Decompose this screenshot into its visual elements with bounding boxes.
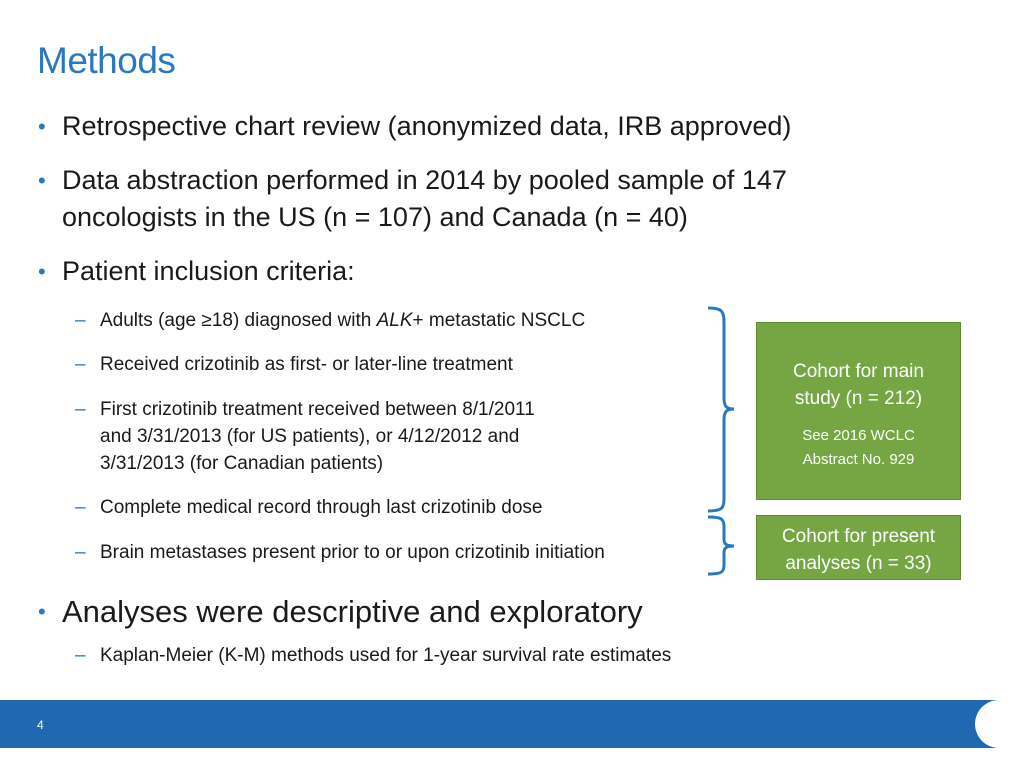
brace-main	[707, 306, 735, 513]
cohort-main-note2: Abstract No. 929	[802, 451, 915, 468]
analysis-text: Kaplan-Meier (K-M) methods used for 1-ye…	[100, 645, 672, 666]
brace-present	[707, 515, 735, 576]
bullet-dot: •	[38, 259, 46, 284]
cohort-main-line1: Cohort for main	[793, 361, 924, 382]
dash-marker: –	[75, 399, 86, 420]
criterion-text: Complete medical record through last cri…	[100, 497, 543, 518]
slide-title: Methods	[37, 40, 176, 81]
criterion-text-line3: 3/31/2013 (for Canadian patients)	[100, 453, 384, 474]
brace-connectors	[707, 306, 735, 576]
footer-curve-decoration	[975, 700, 1024, 748]
criterion-text: Adults (age ≥18) diagnosed with ALK+ met…	[100, 307, 585, 334]
bullet-text: Retrospective chart review (anonymized d…	[62, 111, 792, 141]
footer-bar	[0, 700, 1024, 748]
bullet-dot: •	[38, 114, 46, 139]
bullet-dot: •	[38, 168, 46, 193]
dash-marker: –	[75, 645, 86, 666]
dash-marker: –	[75, 497, 86, 518]
cohort-present-line1: Cohort for present	[781, 526, 936, 547]
cohort-present-box: Cohort for present analyses (n = 33)	[756, 515, 961, 580]
cohort-main-note1: See 2016 WCLC	[802, 427, 915, 444]
alk-italic: ALK	[376, 310, 413, 331]
criterion-text-suffix: + metastatic NSCLC	[412, 310, 586, 331]
bullet-text: Analyses were descriptive and explorator…	[62, 594, 643, 629]
bullet-text-line2: oncologists in the US (n = 107) and Cana…	[62, 202, 688, 232]
bullet-text: Patient inclusion criteria:	[62, 256, 355, 286]
criterion-text-line2: and 3/31/2013 (for US patients), or 4/12…	[100, 426, 520, 447]
criterion-text: Received crizotinib as first- or later-l…	[100, 354, 513, 375]
bullet-dot: •	[38, 599, 46, 624]
cohort-present-line2: analyses (n = 33)	[785, 553, 932, 574]
criterion-text-line1: First crizotinib treatment received betw…	[100, 399, 535, 420]
page-number: 4	[37, 718, 44, 732]
criterion-text: Brain metastases present prior to or upo…	[100, 542, 605, 563]
cohort-main-line2: study (n = 212)	[794, 388, 923, 409]
criterion-text-prefix: Adults (age ≥18) diagnosed with	[100, 310, 377, 331]
dash-marker: –	[75, 354, 86, 375]
bullet-text-line1: Data abstraction performed in 2014 by po…	[62, 165, 787, 195]
cohort-main-note: See 2016 WCLC Abstract No. 929	[757, 424, 960, 472]
dash-marker: –	[75, 310, 86, 331]
dash-marker: –	[75, 542, 86, 563]
cohort-main-box: Cohort for main study (n = 212) See 2016…	[756, 322, 961, 500]
